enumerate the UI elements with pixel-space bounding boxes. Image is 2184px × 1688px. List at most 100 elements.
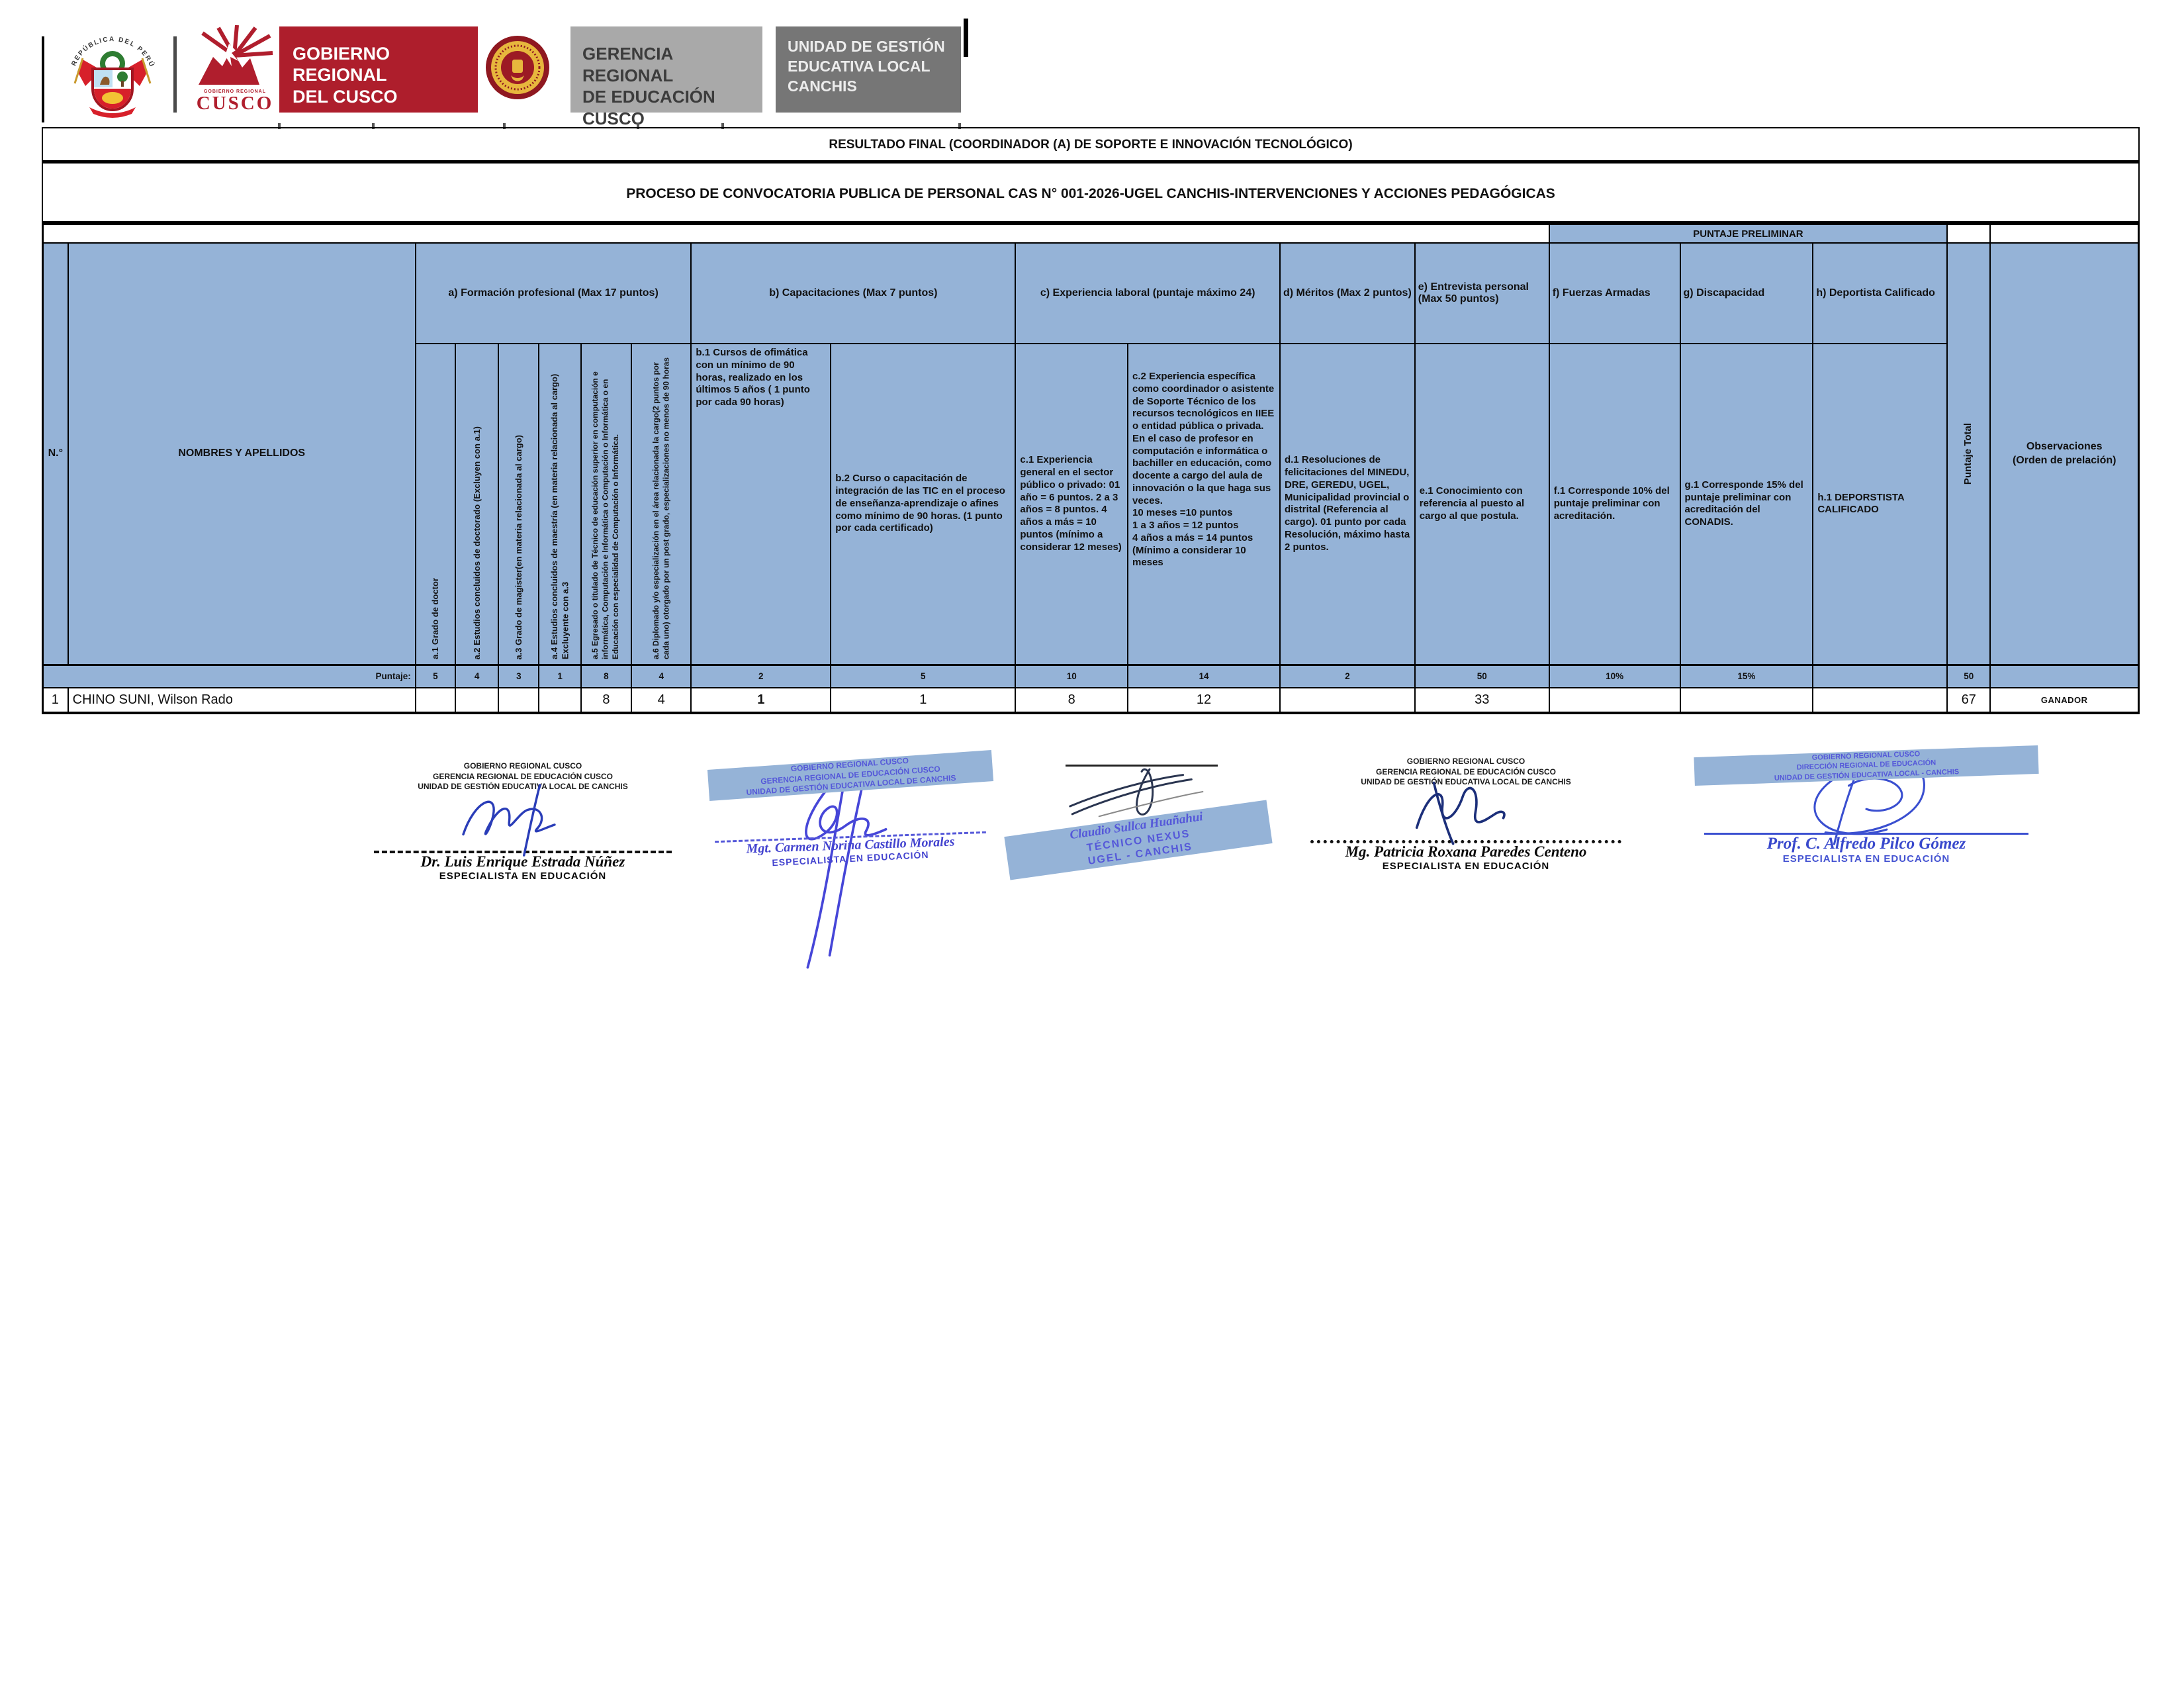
gobierno-regional-banner: GOBIERNO REGIONAL DEL CUSCO <box>279 26 478 113</box>
signature-squiggle <box>462 783 556 857</box>
score-e1: 33 <box>1414 687 1550 714</box>
subcriteria-c2: c.2 Experiencia específica como coordina… <box>1127 343 1281 665</box>
preliminar-empty-pt <box>1946 225 1991 244</box>
signature-squiggle <box>1415 781 1506 845</box>
subcriteria-a4: a.4 Estudios concluidos de maestría (en … <box>538 343 582 665</box>
cusco-logo-wordmark: CUSCO <box>196 93 274 114</box>
score-a4 <box>538 687 582 714</box>
score-a6: 4 <box>631 687 692 714</box>
darkbox-line3: CANCHIS <box>788 77 857 95</box>
tree-icon <box>117 71 128 82</box>
puntaje-c1: 10 <box>1015 663 1129 688</box>
puntaje-a3: 3 <box>498 663 540 688</box>
score-g1 <box>1679 687 1814 714</box>
score-b2: 1 <box>830 687 1017 714</box>
signature-block-paredes: GOBIERNO REGIONAL CUSCO GERENCIA REGIONA… <box>1307 757 1625 872</box>
right-border-tick <box>964 19 968 57</box>
score-c1: 8 <box>1015 687 1129 714</box>
logo-divider <box>173 36 177 113</box>
puntaje-row-label: Puntaje: <box>42 663 416 688</box>
signature-block-castillo: GOBIERNO REGIONAL CUSCO GERENCIA REGIONA… <box>707 750 994 969</box>
subcriteria-b2: b.2 Curso o capacitación de integración … <box>830 343 1017 665</box>
puntaje-a4: 1 <box>538 663 582 688</box>
score-f1 <box>1548 687 1681 714</box>
signature-block-pilco: GOBIERNO REGIONAL CUSCO DIRECCIÓN REGION… <box>1694 745 2039 865</box>
process-title: PROCESO DE CONVOCATORIA PUBLICA DE PERSO… <box>42 160 2140 225</box>
stamp-text: GOBIERNO REGIONAL CUSCO DIRECCIÓN REGION… <box>1694 745 2039 786</box>
puntaje-f1: 10% <box>1548 663 1681 688</box>
institutional-seal-icon <box>486 36 549 99</box>
group-header-g: g) Discapacidad <box>1679 242 1814 344</box>
puntaje-b1: 2 <box>690 663 832 688</box>
peru-coat-of-arms-icon: REPÚBLICA DEL PERÚ <box>70 36 156 118</box>
flag-left-icon <box>77 60 101 86</box>
candidate-row: 1 CHINO SUNI, Wilson Rado 8 4 1 1 8 12 3… <box>42 687 2140 714</box>
puntaje-e1: 50 <box>1414 663 1550 688</box>
group-header-b: b) Capacitaciones (Max 7 puntos) <box>690 242 1017 344</box>
preliminar-empty-obs <box>1989 225 2140 244</box>
puntaje-c2: 14 <box>1127 663 1281 688</box>
darkbox-line2: EDUCATIVA LOCAL <box>788 57 931 75</box>
signature-line <box>1066 765 1218 767</box>
puntaje-total-max: 50 <box>1946 663 1991 688</box>
signature-block-sullca: Claudio Sullca Huañahui TÉCNICO NEXUS UG… <box>1004 765 1273 880</box>
cornucopia-icon <box>102 92 123 104</box>
score-b1: 1 <box>690 687 832 714</box>
score-a1 <box>414 687 457 714</box>
subcriteria-e1: e.1 Conocimiento con referencia al puest… <box>1414 343 1550 665</box>
puntaje-d1: 2 <box>1279 663 1416 688</box>
puntaje-g1: 15% <box>1679 663 1814 688</box>
subcriteria-f1: f.1 Corresponde 10% del puntaje prelimin… <box>1548 343 1681 665</box>
score-c2: 12 <box>1127 687 1281 714</box>
candidate-name: CHINO SUNI, Wilson Rado <box>67 687 416 714</box>
vicuna-icon <box>100 76 110 85</box>
puntaje-a6: 4 <box>631 663 692 688</box>
results-table: PUNTAJE PRELIMINAR N.° NOMBRES Y APELLID… <box>42 225 2140 714</box>
observaciones-line1: Observaciones <box>2026 440 2103 452</box>
subcriteria-h1: h.1 DEPORSTISTA CALIFICADO <box>1812 343 1948 665</box>
graybox-line2: DE EDUCACIÓN CUSCO <box>582 87 715 128</box>
signer-role: ESPECIALISTA EN EDUCACIÓN <box>1782 853 1950 865</box>
puntaje-h1 <box>1812 663 1948 688</box>
redbox-line1: GOBIERNO REGIONAL <box>293 44 390 85</box>
group-header-h: h) Deportista Calificado <box>1812 242 1948 344</box>
score-total: 67 <box>1946 687 1991 714</box>
col-header-numero: N.° <box>42 242 69 665</box>
group-header-f: f) Fuerzas Armadas <box>1548 242 1681 344</box>
signature-line <box>1310 839 1621 843</box>
subcriteria-a5: a.5 Egresado o titulado de Técnico de ed… <box>580 343 633 665</box>
observacion-result: GANADOR <box>1989 687 2140 714</box>
puntaje-a2: 4 <box>454 663 500 688</box>
subcriteria-b1: b.1 Cursos de ofimática con un mínimo de… <box>690 343 832 665</box>
puntaje-a1: 5 <box>414 663 457 688</box>
puntaje-b2: 5 <box>830 663 1017 688</box>
graybox-line1: GERENCIA REGIONAL <box>582 44 674 85</box>
header-logos: REPÚBLICA DEL PERÚ <box>0 0 2184 129</box>
puntaje-obs-empty <box>1989 663 2140 688</box>
signer-name: Dr. Luis Enrique Estrada Núñez <box>420 853 625 870</box>
ugel-canchis-banner: UNIDAD DE GESTIÓN EDUCATIVA LOCAL CANCHI… <box>776 26 961 113</box>
score-a2 <box>454 687 500 714</box>
subcriteria-a2: a.2 Estudios concluidos de doctorado (Ex… <box>454 343 500 665</box>
signature-block-estrada: GOBIERNO REGIONAL CUSCO GERENCIA REGIONA… <box>361 761 685 882</box>
gerencia-regional-banner: GERENCIA REGIONAL DE EDUCACIÓN CUSCO <box>570 26 762 128</box>
group-header-d: d) Méritos (Max 2 puntos) <box>1279 242 1416 344</box>
subcriteria-row: a.1 Grado de doctor a.2 Estudios conclui… <box>43 343 2139 665</box>
left-border-tick <box>42 36 44 122</box>
subcriteria-a3: a.3 Grado de magister(en materia relacio… <box>498 343 540 665</box>
row-number: 1 <box>42 687 69 714</box>
group-header-a: a) Formación profesional (Max 17 puntos) <box>414 242 692 344</box>
signer-name: Prof. C. Alfredo Pilco Gómez <box>1766 834 1966 853</box>
darkbox-line1: UNIDAD DE GESTIÓN <box>788 38 945 55</box>
puntaje-total-label: Puntaje Total <box>1962 422 1974 485</box>
score-d1 <box>1279 687 1416 714</box>
observaciones-line2: (Orden de prelación) <box>2012 455 2116 467</box>
group-header-c: c) Experiencia laboral (puntaje máximo 2… <box>1015 242 1281 344</box>
signer-role: ESPECIALISTA EN EDUCACIÓN <box>1382 860 1550 872</box>
cusco-logo: GOBIERNO REGIONAL CUSCO <box>195 24 275 114</box>
results-table-container: PUNTAJE PRELIMINAR N.° NOMBRES Y APELLID… <box>42 225 2140 714</box>
subcriteria-g1: g.1 Corresponde 15% del puntaje prelimin… <box>1679 343 1814 665</box>
score-a5: 8 <box>580 687 633 714</box>
score-h1 <box>1812 687 1948 714</box>
score-a3 <box>498 687 540 714</box>
